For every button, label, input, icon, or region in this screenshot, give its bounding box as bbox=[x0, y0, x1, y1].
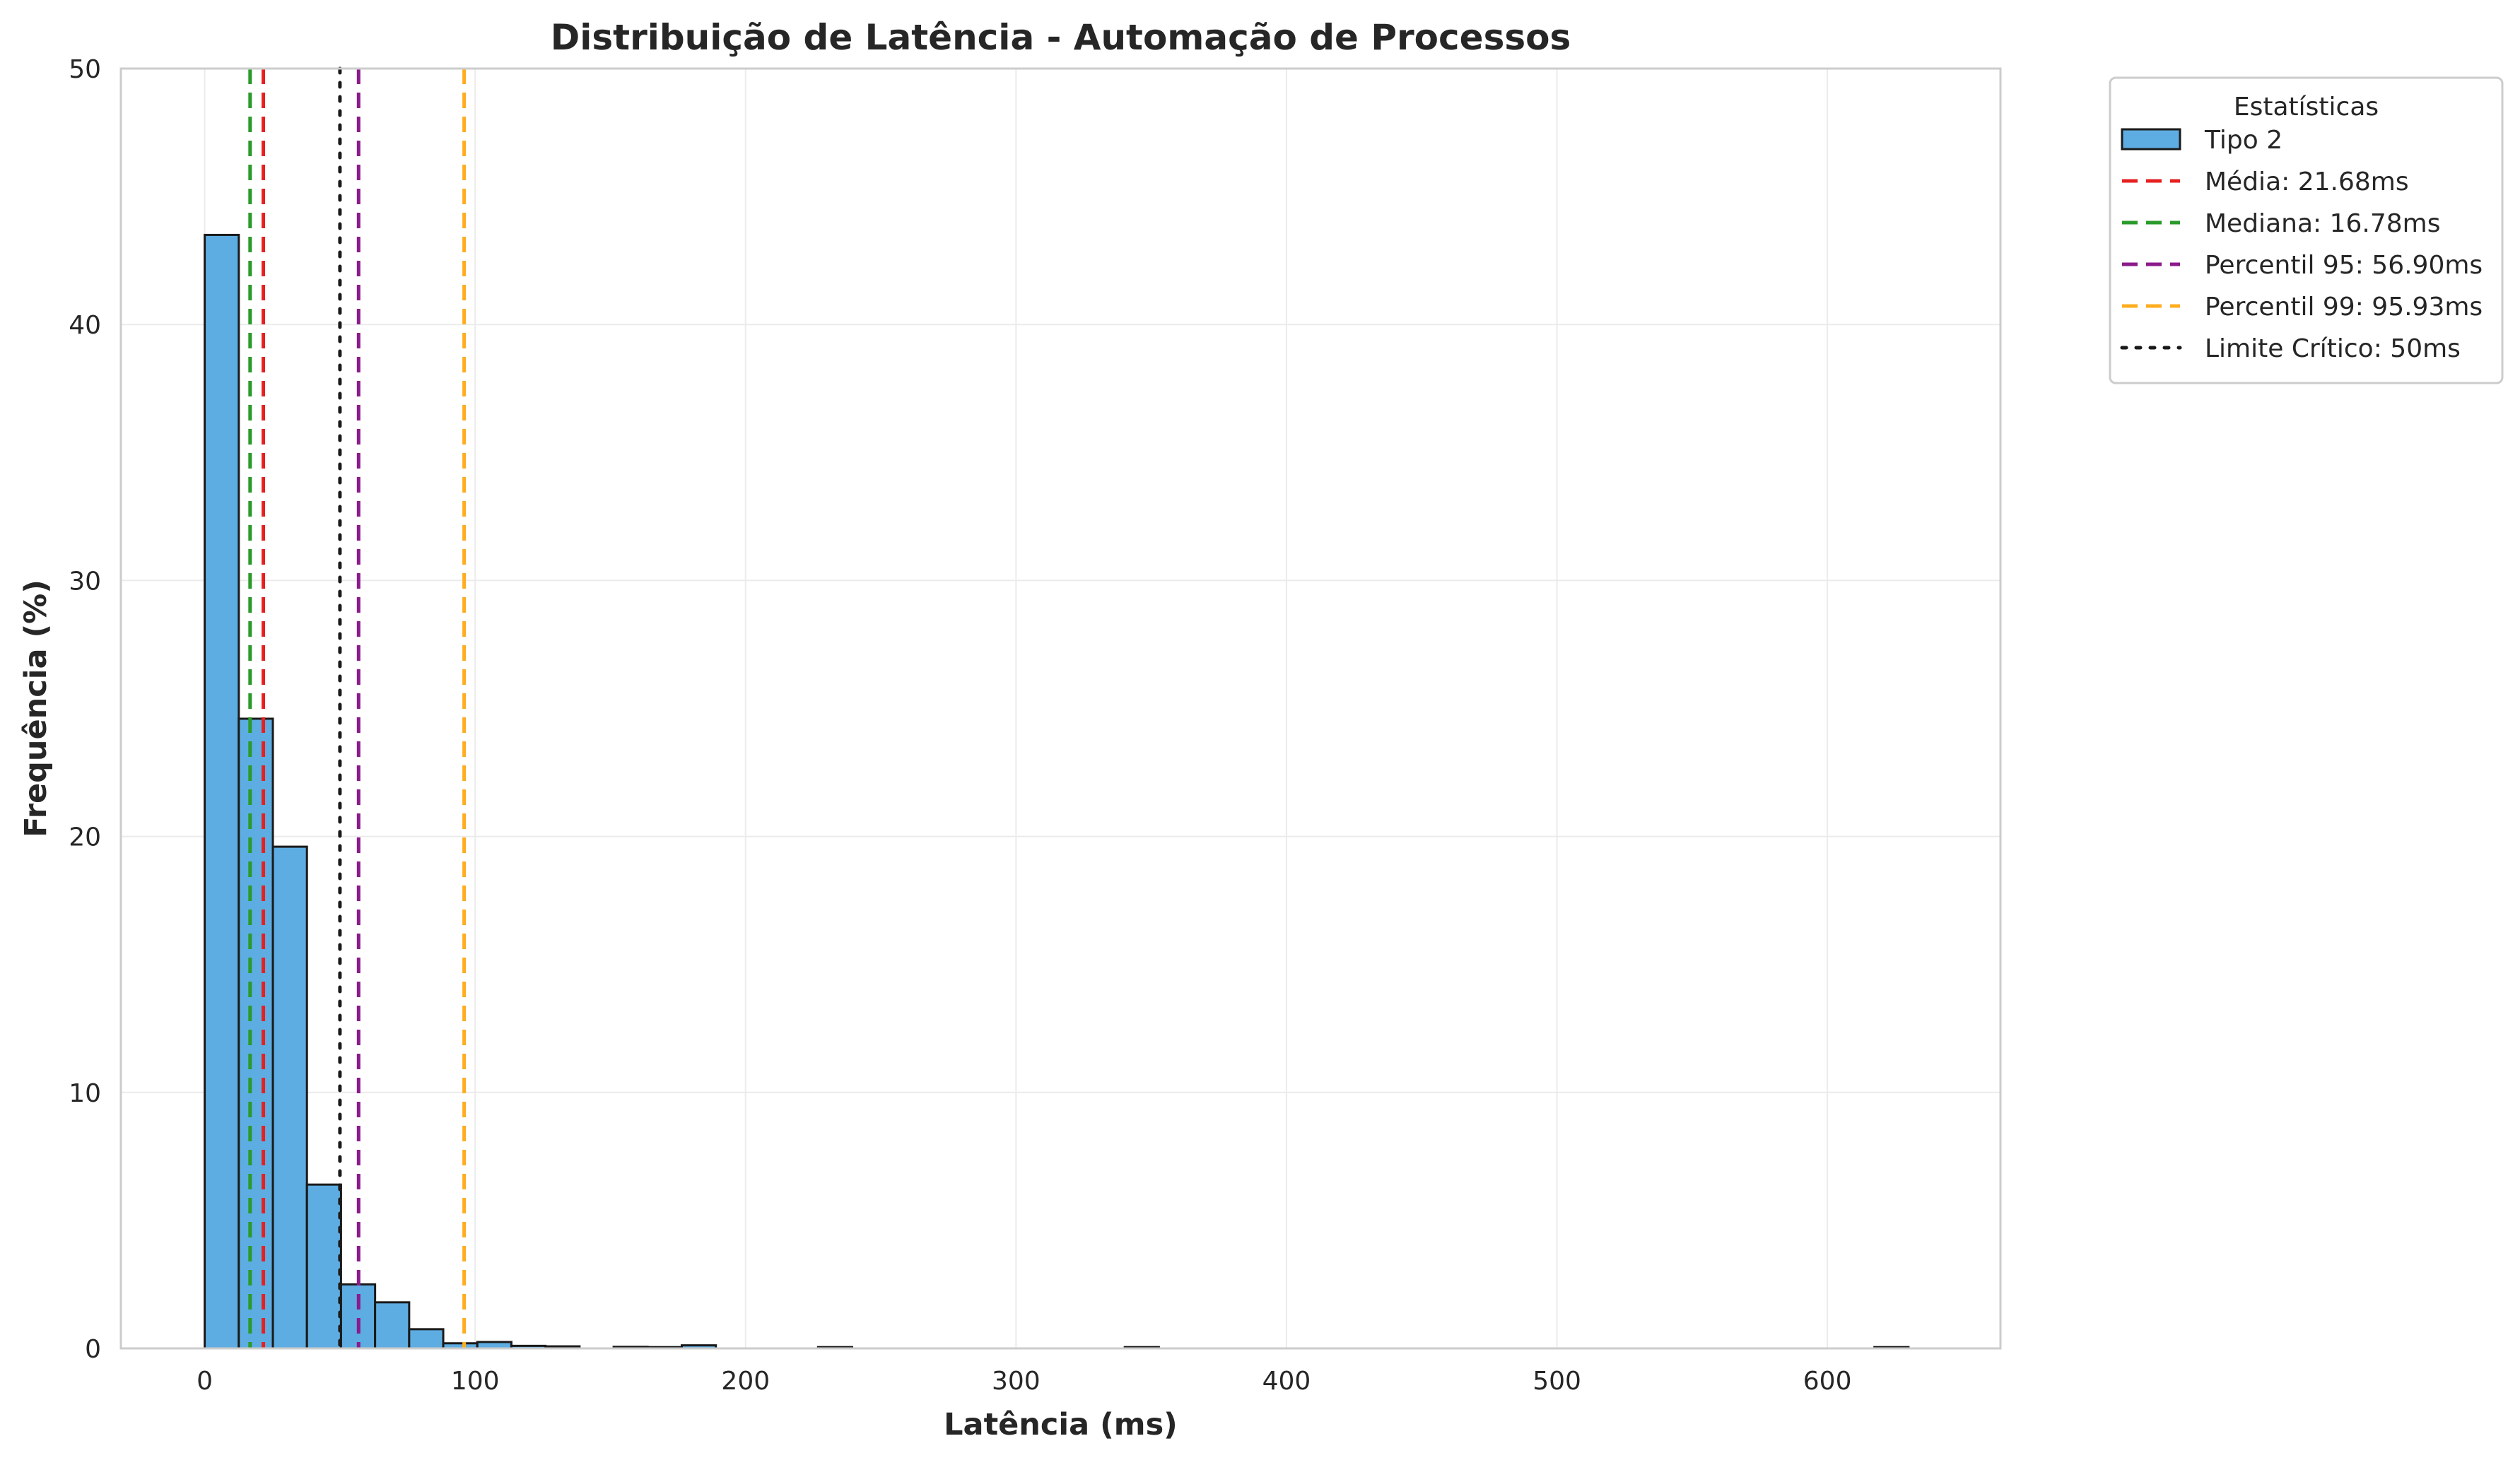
reference-lines-layer bbox=[248, 66, 467, 1351]
legend-label: Tipo 2 bbox=[2204, 126, 2282, 155]
plot-frame bbox=[119, 67, 2002, 1350]
y-tick-label: 30 bbox=[69, 567, 101, 596]
y-tick-label: 0 bbox=[85, 1335, 101, 1364]
histogram-bar bbox=[271, 845, 308, 1350]
x-tick-label: 600 bbox=[1803, 1367, 1852, 1396]
legend-box bbox=[2109, 76, 2504, 384]
x-tick-label: 300 bbox=[992, 1367, 1041, 1396]
ticks-layer: 0 100 200 300 400 500 600 0 10 20 30 40 50 bbox=[69, 55, 1851, 1396]
y-axis-label: Frequência (%) bbox=[18, 579, 54, 837]
chart-title: Distribuição de Latência - Automação de … bbox=[551, 17, 1571, 58]
histogram-bar bbox=[408, 1328, 445, 1350]
x-axis-label: Latência (ms) bbox=[944, 1407, 1178, 1442]
legend-title: Estatísticas bbox=[2234, 93, 2379, 122]
legend-label: Mediana: 16.78ms bbox=[2205, 209, 2440, 238]
legend-label: Limite Crítico: 50ms bbox=[2205, 334, 2461, 363]
legend-label: Percentil 99: 95.93ms bbox=[2205, 293, 2483, 322]
legend-label: Percentil 95: 56.90ms bbox=[2205, 251, 2483, 280]
y-tick-label: 10 bbox=[69, 1079, 101, 1108]
y-tick-label: 20 bbox=[69, 823, 101, 852]
bars-layer bbox=[204, 233, 1910, 1350]
y-tick-label: 40 bbox=[69, 311, 101, 340]
legend: Estatísticas Tipo 2 Média: 21.68ms Mediana… bbox=[2109, 76, 2504, 384]
histogram-bar bbox=[305, 1183, 342, 1350]
histogram-bar bbox=[204, 233, 240, 1350]
x-tick-label: 100 bbox=[451, 1367, 500, 1396]
legend-label: Média: 21.68ms bbox=[2205, 167, 2409, 196]
x-tick-label: 500 bbox=[1532, 1367, 1581, 1396]
x-tick-label: 400 bbox=[1262, 1367, 1311, 1396]
x-tick-label: 0 bbox=[197, 1367, 213, 1396]
histogram-bar bbox=[374, 1301, 411, 1350]
legend-swatch-bar bbox=[2121, 128, 2181, 151]
histogram-bar bbox=[238, 717, 274, 1350]
x-tick-label: 200 bbox=[721, 1367, 770, 1396]
y-tick-label: 50 bbox=[69, 55, 101, 84]
